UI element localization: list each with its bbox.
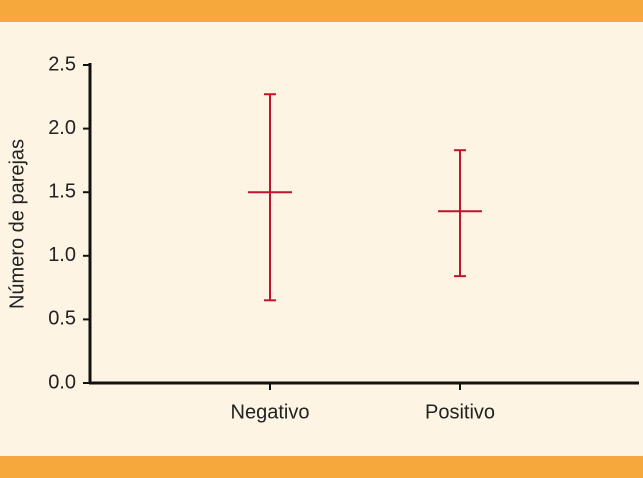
y-tick-label: 1.5 — [48, 180, 76, 202]
top-band — [0, 0, 643, 22]
x-tick-label: Negativo — [231, 401, 310, 423]
y-tick-label: 2.0 — [48, 117, 76, 139]
y-tick-label: 2.5 — [48, 53, 76, 75]
y-tick-label: 1.0 — [48, 244, 76, 266]
y-axis-label: Número de parejas — [6, 139, 28, 309]
bottom-band — [0, 456, 643, 478]
y-tick-label: 0.5 — [48, 308, 76, 330]
y-tick-label: 0.0 — [48, 371, 76, 393]
x-tick-label: Positivo — [425, 401, 495, 423]
